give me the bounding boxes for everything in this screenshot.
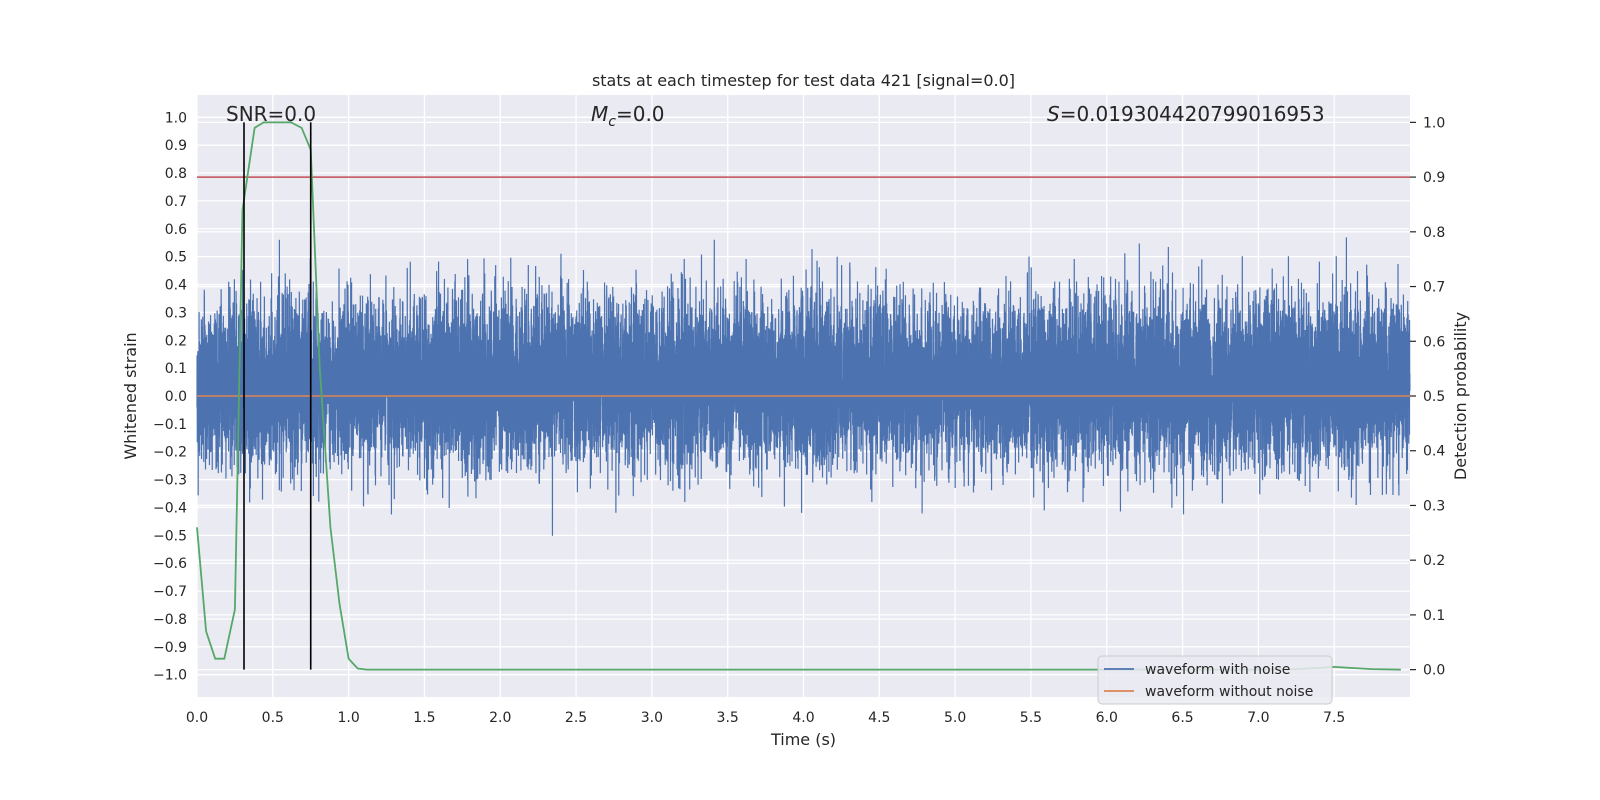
x-axis-label: Time (s) [770, 730, 836, 749]
y-right-tick-label: 0.3 [1423, 498, 1445, 514]
y-left-tick-label: −0.3 [153, 473, 187, 489]
x-tick-label: 6.0 [1096, 710, 1118, 726]
mc-symbol: M [591, 102, 608, 126]
x-tick-label: 4.0 [792, 710, 814, 726]
y-axis-left-label: Whitened strain [121, 332, 140, 459]
x-tick-label: 5.0 [944, 710, 966, 726]
y-left-tick-label: −0.8 [153, 612, 187, 628]
y-right-tick-label: 0.5 [1423, 389, 1445, 405]
x-tick-label: 2.0 [489, 710, 511, 726]
y-left-tick-label: 0.2 [165, 333, 187, 349]
y-left-tick-label: −0.1 [153, 417, 187, 433]
x-tick-label: 0.5 [262, 710, 284, 726]
mc-annotation: Mc=0.0 [591, 102, 665, 130]
y-left-tick-label: −0.7 [153, 584, 187, 600]
y-left-tick-label: 0.5 [165, 250, 187, 266]
y-right-tick-label: 0.1 [1423, 608, 1445, 624]
x-tick-label: 7.0 [1247, 710, 1269, 726]
x-tick-label: 1.5 [413, 710, 435, 726]
mc-subscript: c [608, 114, 616, 130]
series-waveform-with-noise [196, 237, 1411, 536]
y-left-tick-label: 0.9 [165, 138, 187, 154]
x-tick-label: 0.0 [186, 710, 208, 726]
x-tick-label: 1.0 [337, 710, 359, 726]
y-left-tick-label: −0.5 [153, 528, 187, 544]
s-value: =0.019304420799016953 [1060, 102, 1325, 126]
y-right-tick-label: 1.0 [1423, 115, 1445, 131]
y-right-tick-label: 0.2 [1423, 553, 1445, 569]
plot-series [196, 121, 1411, 671]
x-tick-label: 4.5 [868, 710, 890, 726]
y-right-tick-label: 0.6 [1423, 334, 1445, 350]
x-tick-label: 6.5 [1171, 710, 1193, 726]
legend-box [1097, 655, 1333, 705]
y-left-tick-label: −0.9 [153, 640, 187, 656]
y-left-tick-label: −0.2 [153, 445, 187, 461]
x-tick-label: 5.5 [1020, 710, 1042, 726]
y-right-tick-label: 0.7 [1423, 280, 1445, 296]
s-symbol: S [1047, 102, 1060, 126]
y-left-tick-label: 1.0 [165, 110, 187, 126]
y-left-tick-label: −1.0 [153, 668, 187, 684]
x-tick-label: 2.5 [565, 710, 587, 726]
y-right-tick-label: 0.9 [1423, 170, 1445, 186]
x-tick-label: 3.0 [641, 710, 663, 726]
axis-ticks: 0.0 0.5 1.0 1.5 2.0 2.5 3.0 3.5 4.0 4.5 5.0 5.5 6.0 6… [153, 110, 1445, 726]
y-left-tick-label: −0.4 [153, 500, 187, 516]
y-left-tick-label: 0.0 [165, 389, 187, 405]
y-right-tick-label: 0.0 [1423, 663, 1445, 679]
snr-annotation: SNR=0.0 [226, 102, 316, 126]
legend-entry-noise: waveform with noise [1145, 662, 1290, 678]
y-left-tick-label: 0.6 [165, 222, 187, 238]
y-left-tick-label: −0.6 [153, 556, 187, 572]
y-left-tick-label: 0.3 [165, 305, 187, 321]
y-left-tick-label: 0.4 [165, 278, 187, 294]
y-right-tick-label: 0.8 [1423, 225, 1445, 241]
y-axis-right-label: Detection probability [1451, 312, 1470, 480]
legend-entry-clean: waveform without noise [1145, 684, 1313, 700]
x-tick-label: 7.5 [1323, 710, 1345, 726]
x-tick-label: 3.5 [717, 710, 739, 726]
y-right-tick-label: 0.4 [1423, 444, 1445, 460]
legend: waveform with noise waveform without noi… [1097, 655, 1333, 705]
mc-value: =0.0 [616, 102, 665, 126]
y-left-tick-label: 0.8 [165, 166, 187, 182]
y-left-tick-label: 0.1 [165, 361, 187, 377]
s-annotation: S=0.019304420799016953 [1047, 102, 1325, 126]
y-left-tick-label: 0.7 [165, 194, 187, 210]
chart-title: stats at each timestep for test data 421… [592, 71, 1015, 90]
